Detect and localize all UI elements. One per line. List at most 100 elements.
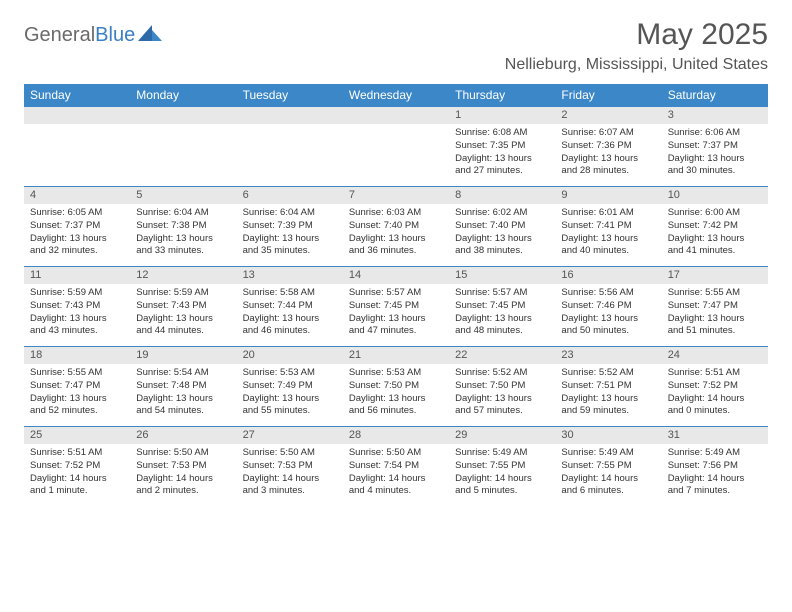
sunrise-text: Sunrise: 5:57 AM: [349, 287, 443, 300]
calendar-cell: [237, 107, 343, 187]
sunset-text: Sunset: 7:41 PM: [561, 220, 655, 233]
sunrise-text: Sunrise: 5:51 AM: [30, 447, 124, 460]
sunrise-text: Sunrise: 6:02 AM: [455, 207, 549, 220]
calendar-cell: 16Sunrise: 5:56 AMSunset: 7:46 PMDayligh…: [555, 267, 661, 347]
sunrise-text: Sunrise: 5:53 AM: [243, 367, 337, 380]
calendar-cell: 17Sunrise: 5:55 AMSunset: 7:47 PMDayligh…: [662, 267, 768, 347]
sunset-text: Sunset: 7:40 PM: [455, 220, 549, 233]
day-details: Sunrise: 5:59 AMSunset: 7:43 PMDaylight:…: [130, 284, 236, 346]
daylight-text: Daylight: 13 hours and 54 minutes.: [136, 393, 230, 419]
sunrise-text: Sunrise: 5:59 AM: [136, 287, 230, 300]
header: GeneralBlue May 2025 Nellieburg, Mississ…: [24, 18, 768, 74]
day-number: [24, 107, 130, 124]
sunrise-text: Sunrise: 6:06 AM: [668, 127, 762, 140]
page: GeneralBlue May 2025 Nellieburg, Mississ…: [0, 0, 792, 506]
daylight-text: Daylight: 13 hours and 35 minutes.: [243, 233, 337, 259]
daylight-text: Daylight: 13 hours and 44 minutes.: [136, 313, 230, 339]
day-details: Sunrise: 6:06 AMSunset: 7:37 PMDaylight:…: [662, 124, 768, 186]
calendar-cell: 10Sunrise: 6:00 AMSunset: 7:42 PMDayligh…: [662, 187, 768, 267]
sunset-text: Sunset: 7:42 PM: [668, 220, 762, 233]
sunrise-text: Sunrise: 5:50 AM: [136, 447, 230, 460]
day-details: Sunrise: 5:49 AMSunset: 7:55 PMDaylight:…: [449, 444, 555, 506]
day-number: 21: [343, 347, 449, 364]
calendar-cell: 21Sunrise: 5:53 AMSunset: 7:50 PMDayligh…: [343, 347, 449, 427]
sunset-text: Sunset: 7:38 PM: [136, 220, 230, 233]
calendar-cell: 26Sunrise: 5:50 AMSunset: 7:53 PMDayligh…: [130, 427, 236, 507]
col-friday: Friday: [555, 84, 661, 107]
daylight-text: Daylight: 13 hours and 46 minutes.: [243, 313, 337, 339]
daylight-text: Daylight: 13 hours and 57 minutes.: [455, 393, 549, 419]
day-details: Sunrise: 6:04 AMSunset: 7:38 PMDaylight:…: [130, 204, 236, 266]
sunrise-text: Sunrise: 5:57 AM: [455, 287, 549, 300]
daylight-text: Daylight: 14 hours and 5 minutes.: [455, 473, 549, 499]
day-details: [343, 124, 449, 186]
day-number: 10: [662, 187, 768, 204]
day-number: 9: [555, 187, 661, 204]
col-saturday: Saturday: [662, 84, 768, 107]
day-number: 22: [449, 347, 555, 364]
calendar-cell: 2Sunrise: 6:07 AMSunset: 7:36 PMDaylight…: [555, 107, 661, 187]
sunrise-text: Sunrise: 6:03 AM: [349, 207, 443, 220]
brand-part1: General: [24, 24, 95, 47]
calendar-cell: 6Sunrise: 6:04 AMSunset: 7:39 PMDaylight…: [237, 187, 343, 267]
sunset-text: Sunset: 7:36 PM: [561, 140, 655, 153]
calendar-cell: 24Sunrise: 5:51 AMSunset: 7:52 PMDayligh…: [662, 347, 768, 427]
daylight-text: Daylight: 13 hours and 55 minutes.: [243, 393, 337, 419]
calendar-cell: 29Sunrise: 5:49 AMSunset: 7:55 PMDayligh…: [449, 427, 555, 507]
sunset-text: Sunset: 7:51 PM: [561, 380, 655, 393]
day-number: 31: [662, 427, 768, 444]
day-details: Sunrise: 5:50 AMSunset: 7:53 PMDaylight:…: [237, 444, 343, 506]
calendar-cell: 19Sunrise: 5:54 AMSunset: 7:48 PMDayligh…: [130, 347, 236, 427]
sunrise-text: Sunrise: 5:55 AM: [668, 287, 762, 300]
calendar-cell: 28Sunrise: 5:50 AMSunset: 7:54 PMDayligh…: [343, 427, 449, 507]
sunset-text: Sunset: 7:48 PM: [136, 380, 230, 393]
daylight-text: Daylight: 13 hours and 32 minutes.: [30, 233, 124, 259]
sunrise-text: Sunrise: 5:51 AM: [668, 367, 762, 380]
sunrise-text: Sunrise: 6:04 AM: [243, 207, 337, 220]
sunset-text: Sunset: 7:52 PM: [30, 460, 124, 473]
sunrise-text: Sunrise: 5:49 AM: [561, 447, 655, 460]
col-sunday: Sunday: [24, 84, 130, 107]
daylight-text: Daylight: 13 hours and 30 minutes.: [668, 153, 762, 179]
day-details: Sunrise: 5:50 AMSunset: 7:53 PMDaylight:…: [130, 444, 236, 506]
calendar-cell: 1Sunrise: 6:08 AMSunset: 7:35 PMDaylight…: [449, 107, 555, 187]
daylight-text: Daylight: 14 hours and 1 minute.: [30, 473, 124, 499]
sunrise-text: Sunrise: 5:50 AM: [243, 447, 337, 460]
day-number: 12: [130, 267, 236, 284]
sunrise-text: Sunrise: 5:56 AM: [561, 287, 655, 300]
day-details: Sunrise: 6:07 AMSunset: 7:36 PMDaylight:…: [555, 124, 661, 186]
calendar-cell: 5Sunrise: 6:04 AMSunset: 7:38 PMDaylight…: [130, 187, 236, 267]
daylight-text: Daylight: 13 hours and 33 minutes.: [136, 233, 230, 259]
sunrise-text: Sunrise: 5:55 AM: [30, 367, 124, 380]
sunrise-text: Sunrise: 5:54 AM: [136, 367, 230, 380]
day-number: 11: [24, 267, 130, 284]
sunset-text: Sunset: 7:43 PM: [136, 300, 230, 313]
sunset-text: Sunset: 7:37 PM: [30, 220, 124, 233]
day-details: Sunrise: 5:49 AMSunset: 7:55 PMDaylight:…: [555, 444, 661, 506]
sunset-text: Sunset: 7:49 PM: [243, 380, 337, 393]
day-number: 2: [555, 107, 661, 124]
day-number: 7: [343, 187, 449, 204]
sunset-text: Sunset: 7:47 PM: [668, 300, 762, 313]
sunset-text: Sunset: 7:45 PM: [349, 300, 443, 313]
calendar-cell: 23Sunrise: 5:52 AMSunset: 7:51 PMDayligh…: [555, 347, 661, 427]
daylight-text: Daylight: 13 hours and 51 minutes.: [668, 313, 762, 339]
sunset-text: Sunset: 7:55 PM: [561, 460, 655, 473]
col-wednesday: Wednesday: [343, 84, 449, 107]
day-number: 28: [343, 427, 449, 444]
calendar-cell: [24, 107, 130, 187]
daylight-text: Daylight: 13 hours and 52 minutes.: [30, 393, 124, 419]
month-title: May 2025: [505, 18, 768, 52]
calendar-table: Sunday Monday Tuesday Wednesday Thursday…: [24, 84, 768, 506]
daylight-text: Daylight: 13 hours and 41 minutes.: [668, 233, 762, 259]
sunrise-text: Sunrise: 5:59 AM: [30, 287, 124, 300]
day-details: Sunrise: 5:53 AMSunset: 7:49 PMDaylight:…: [237, 364, 343, 426]
daylight-text: Daylight: 13 hours and 27 minutes.: [455, 153, 549, 179]
calendar-cell: 20Sunrise: 5:53 AMSunset: 7:49 PMDayligh…: [237, 347, 343, 427]
calendar-row: 1Sunrise: 6:08 AMSunset: 7:35 PMDaylight…: [24, 107, 768, 187]
calendar-cell: 13Sunrise: 5:58 AMSunset: 7:44 PMDayligh…: [237, 267, 343, 347]
sunset-text: Sunset: 7:53 PM: [136, 460, 230, 473]
sunrise-text: Sunrise: 6:04 AM: [136, 207, 230, 220]
calendar-cell: 4Sunrise: 6:05 AMSunset: 7:37 PMDaylight…: [24, 187, 130, 267]
col-thursday: Thursday: [449, 84, 555, 107]
